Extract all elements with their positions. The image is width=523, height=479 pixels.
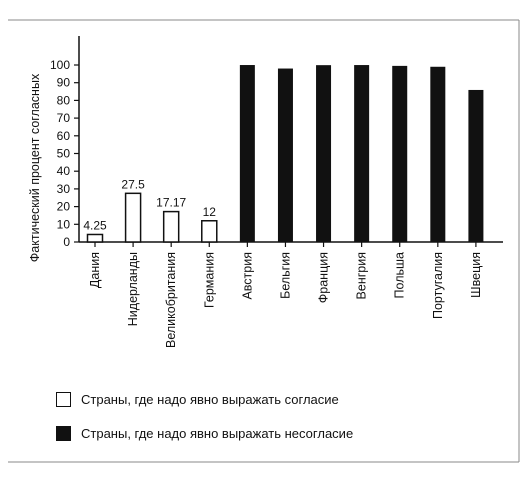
y-tick-label: 90 [57, 76, 71, 90]
labels-layer: Дания 4.25 Нидерланды 27.5 Великобритания 17.… [83, 177, 483, 348]
data-label: 4.25 [83, 218, 107, 232]
legend-label-opt-in: Страны, где надо явно выражать согласие [81, 392, 339, 407]
legend-item-opt-in: Страны, где надо явно выражать согласие [56, 392, 339, 407]
x-tick-label: Польша [393, 252, 407, 298]
data-label: 27.5 [121, 177, 145, 191]
x-tick-label: Португалия [431, 252, 445, 319]
x-tick-label: Франция [317, 252, 331, 303]
y-tick-label: 20 [57, 200, 71, 214]
legend-label-opt-out: Страны, где надо явно выражать несогласи… [81, 426, 354, 441]
bar-8 [354, 65, 370, 242]
bar-2 [124, 192, 142, 243]
bar-11 [468, 89, 484, 242]
bar-5 [239, 65, 255, 242]
x-tick-label: Венгрия [355, 252, 369, 299]
bars-layer [86, 65, 484, 243]
y-tick-label: 10 [57, 217, 71, 231]
y-tick-label: 40 [57, 164, 71, 178]
bar-10 [430, 66, 446, 243]
y-tick-label: 30 [57, 182, 71, 196]
x-tick-label: Австрия [240, 252, 254, 300]
x-tick-label: Бельгия [278, 252, 292, 299]
y-axis-label: Фактический процент согласных [28, 73, 42, 262]
x-tick-label: Германия [202, 252, 216, 308]
legend-item-opt-out: Страны, где надо явно выражать несогласи… [56, 426, 353, 441]
y-tick-label: 70 [57, 111, 71, 125]
bar-6 [277, 68, 293, 242]
bar-4 [201, 220, 218, 243]
y-tick-label: 50 [57, 147, 71, 161]
data-label: 12 [203, 205, 217, 219]
bar-7 [316, 65, 332, 242]
data-label: 17.17 [156, 196, 186, 210]
y-tick-label: 60 [57, 129, 71, 143]
bar-3 [162, 210, 180, 243]
y-tick-label: 0 [63, 235, 70, 249]
y-tick-label: 100 [50, 58, 70, 72]
x-tick-label: Нидерланды [126, 252, 140, 326]
legend-swatch-opt-out [56, 426, 71, 441]
bar-9 [392, 65, 408, 242]
x-tick-label: Швеция [469, 252, 483, 298]
legend-swatch-opt-in [56, 392, 71, 407]
x-tick-label: Дания [88, 252, 102, 288]
y-tick-label: 80 [57, 93, 71, 107]
bar-1 [86, 233, 104, 243]
x-tick-label: Великобритания [164, 252, 178, 348]
